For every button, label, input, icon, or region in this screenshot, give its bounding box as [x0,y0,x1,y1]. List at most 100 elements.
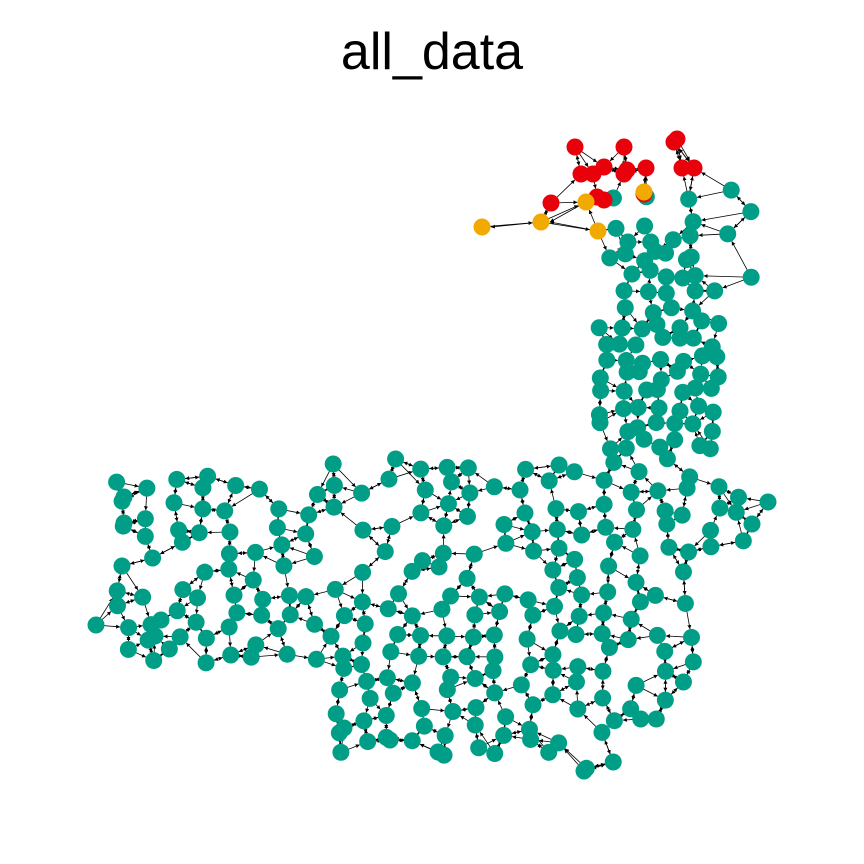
graph-node-teal [593,723,611,741]
graph-node-teal [629,398,647,416]
graph-node-teal [522,730,540,748]
graph-node-teal [495,726,513,744]
graph-node-teal [646,242,664,260]
graph-node-teal [519,591,537,609]
graph-node-orange [532,213,550,231]
graph-node-teal [605,712,623,730]
graph-node-teal [486,745,504,763]
graph-node-teal [592,382,610,400]
graph-node-teal [518,630,536,648]
graph-node-teal [650,399,668,417]
graph-node-teal [548,520,566,538]
graph-node-teal [704,403,722,421]
graph-node-teal [676,594,694,612]
graph-node-teal [353,593,371,611]
graph-node-teal [306,615,324,633]
graph-node-teal [220,545,238,563]
graph-node-teal [683,628,701,646]
graph-node-teal [115,514,133,532]
graph-node-teal [244,571,262,589]
graph-node-teal [601,440,619,458]
graph-node-teal [458,648,476,666]
graph-node-teal [436,727,454,745]
graph-node-teal [590,319,608,337]
graph-node-teal [403,674,421,692]
graph-node-teal [759,493,777,511]
graph-node-teal [722,181,740,199]
graph-node-teal [523,523,541,541]
graph-node-teal [544,686,562,704]
graph-node-teal [108,582,126,600]
graph-node-teal [497,708,515,726]
graph-node-teal [664,231,682,249]
graph-node-teal [573,586,591,604]
graph-node-teal [682,248,700,266]
graph-node-teal [566,550,584,568]
graph-node-teal [387,450,405,468]
graph-node-teal [618,363,636,381]
graph-node-teal [485,478,503,496]
graph-node-teal [307,650,325,668]
graph-node-teal [646,586,664,604]
graph-node-teal [601,249,619,267]
graph-node-teal [461,484,479,502]
graph-node-teal [657,268,675,286]
graph-node-teal [433,600,451,618]
graph-node-teal [702,521,720,539]
graph-node-teal [599,583,617,601]
graph-node-teal [144,549,162,567]
graph-node-teal [674,269,692,287]
graph-node-teal [145,652,163,670]
graph-node-teal [325,498,343,516]
graph-node-teal [692,365,710,383]
graph-node-teal [242,648,260,666]
graph-node-teal [595,471,613,489]
graph-node-teal [569,503,587,521]
graph-node-teal [466,716,484,734]
graph-node-teal [228,604,246,622]
graph-node-teal [591,369,609,387]
graph-node-teal [138,479,156,497]
graph-node-teal [486,684,504,702]
graph-node-teal [359,733,377,751]
graph-node-teal [486,648,504,666]
graph-node-teal [331,681,349,699]
graph-node-teal [512,676,530,694]
graph-node-teal [569,700,587,718]
graph-node-teal [673,506,691,524]
graph-node-teal [335,607,353,625]
graph-node-teal [332,743,350,761]
graph-node-teal [639,283,657,301]
graph-node-red [673,159,691,177]
graph-node-teal [702,379,720,397]
graph-node-teal [194,479,212,497]
graph-node-teal [627,573,645,591]
graph-node-teal [605,453,623,471]
graph-node-teal [525,542,543,560]
graph-node-teal [631,593,649,611]
graph-node-teal [517,460,535,478]
graph-node-teal [250,480,268,498]
graph-node-teal [403,562,421,580]
graph-node-teal [600,557,618,575]
graph-node-teal [684,213,702,231]
graph-node-teal [495,515,513,533]
graph-node-teal [604,753,622,771]
graph-node-teal [470,739,488,757]
graph-node-teal [647,710,665,728]
graph-node-teal [335,719,353,737]
graph-node-teal [358,672,376,690]
graph-node-red [637,159,655,177]
graph-node-teal [268,519,286,537]
graph-node-teal [412,460,430,478]
graph-node-red [584,165,602,183]
graph-node-teal [703,422,721,440]
graph-node-teal [389,625,407,643]
graph-node-teal [550,579,568,597]
graph-node-teal [222,646,240,664]
graph-node-teal [484,662,502,680]
graph-node-teal [108,473,126,491]
graph-node-teal [190,524,208,542]
graph-node-teal [152,611,170,629]
graph-node-teal [297,525,315,543]
